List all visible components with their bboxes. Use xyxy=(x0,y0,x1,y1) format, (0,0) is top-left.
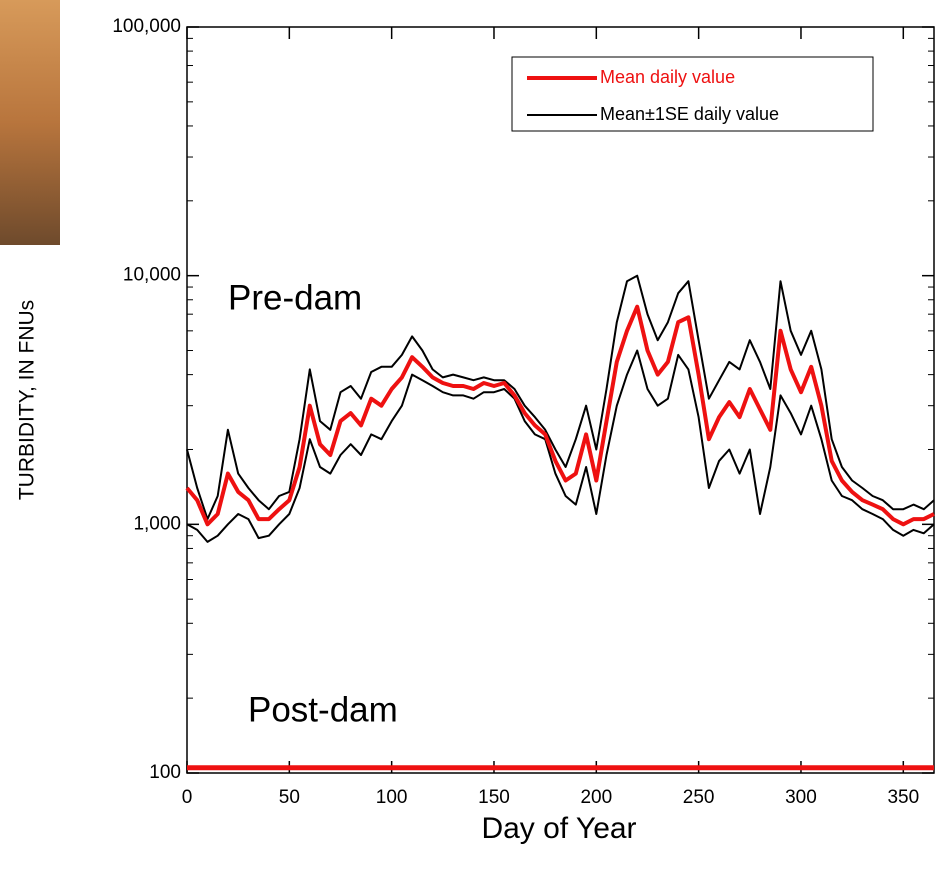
legend-label: Mean±1SE daily value xyxy=(600,104,779,124)
mean-line xyxy=(185,304,935,527)
upper-line xyxy=(186,274,935,521)
legend-box xyxy=(511,56,874,132)
x-tick-label: 50 xyxy=(279,787,300,808)
y-axis-label: TURBIDITY, IN FNUs xyxy=(16,300,39,500)
x-tick-label: 250 xyxy=(683,787,715,808)
annotation: Post-dam xyxy=(248,690,398,729)
x-tick-label: 150 xyxy=(478,787,510,808)
x-tick-label: 0 xyxy=(182,787,193,808)
x-axis-label: Day of Year xyxy=(481,812,636,845)
x-tick-label: 300 xyxy=(785,787,817,808)
photo-fragment xyxy=(0,0,60,245)
plot-frame xyxy=(186,26,935,774)
y-tick-label: 1,000 xyxy=(133,513,181,534)
y-tick-label: 100,000 xyxy=(112,16,181,37)
lower-line xyxy=(186,349,935,543)
x-tick-label: 200 xyxy=(580,787,612,808)
legend-label: Mean daily value xyxy=(600,67,735,87)
y-tick-label: 100 xyxy=(149,762,181,783)
x-tick-label: 350 xyxy=(887,787,919,808)
x-tick-label: 100 xyxy=(376,787,408,808)
y-tick-label: 10,000 xyxy=(123,265,181,286)
annotation: Pre-dam xyxy=(228,278,362,317)
